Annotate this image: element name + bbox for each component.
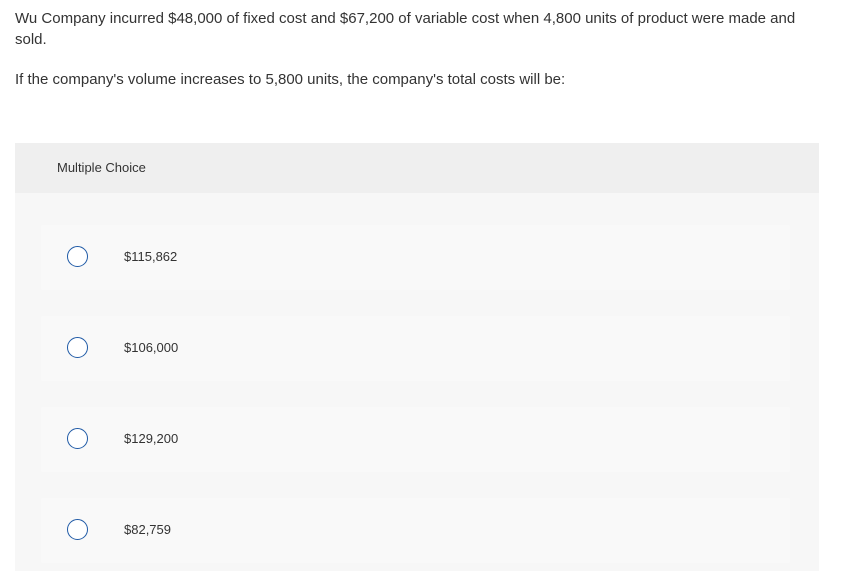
choice-label: $82,759: [124, 522, 171, 537]
radio-button[interactable]: [67, 428, 88, 449]
choice-label: $106,000: [124, 340, 179, 355]
question-prompt: If the company's volume increases to 5,8…: [15, 71, 566, 88]
choice-label: $115,862: [124, 249, 178, 264]
radio-button[interactable]: [67, 337, 88, 358]
choice-panel: Multiple Choice $115,862 $106,000 $129,200…: [15, 143, 819, 571]
choice-option[interactable]: $115,862: [41, 225, 790, 290]
choice-label: $129,200: [124, 431, 179, 446]
choice-option[interactable]: $106,000: [41, 316, 790, 381]
choice-option[interactable]: $82,759: [41, 498, 790, 563]
radio-button[interactable]: [67, 519, 88, 540]
radio-button[interactable]: [67, 246, 88, 267]
choice-header: Multiple Choice: [15, 143, 819, 193]
question-text: Wu Company incurred $48,000 of fixed cos…: [15, 10, 796, 48]
choice-option[interactable]: $129,200: [41, 407, 790, 472]
